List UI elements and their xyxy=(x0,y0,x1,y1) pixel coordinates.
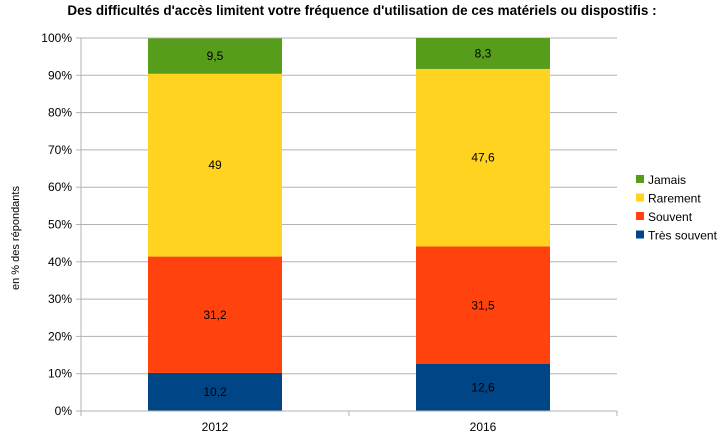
axes: 0% 10% 20% 30% 40% 50% 60% 70% 80% 90% 100% 2012 201… xyxy=(41,31,618,434)
legend-label: Très souvent xyxy=(648,229,718,243)
data-label: 8,3 xyxy=(475,46,492,60)
y-tick-label: 80% xyxy=(48,106,72,120)
bar-segment-souvent-2012 xyxy=(148,256,282,373)
bar-segment-tr-s-souvent-2016 xyxy=(416,364,550,411)
legend-label: Souvent xyxy=(648,210,693,224)
bar-segment-rarement-2016 xyxy=(416,68,550,247)
data-label: 9,5 xyxy=(207,49,224,63)
data-label: 31,2 xyxy=(203,308,227,322)
bar-segment-jamais-2012 xyxy=(148,38,282,74)
data-label: 12,6 xyxy=(471,381,495,395)
x-tick-label: 2012 xyxy=(202,420,229,434)
data-label: 10,2 xyxy=(203,385,227,399)
chart-title: Des difficultés d'accès limitent votre f… xyxy=(67,3,656,18)
legend: Jamais Rarement Souvent Très souvent xyxy=(636,173,718,243)
y-tick-label: 70% xyxy=(48,143,72,157)
bars: 10,2 31,2 49 9,5 12,6 31,5 47,6 8,3 xyxy=(148,38,550,411)
y-tick-label: 0% xyxy=(55,404,73,418)
legend-swatch xyxy=(636,175,644,183)
y-tick-label: 60% xyxy=(48,180,72,194)
y-tick-label: 30% xyxy=(48,292,72,306)
data-label: 31,5 xyxy=(471,298,495,312)
legend-label: Rarement xyxy=(648,192,701,206)
legend-swatch xyxy=(636,193,644,202)
y-tick-label: 50% xyxy=(48,218,72,232)
y-tick-label: 90% xyxy=(48,68,72,82)
y-tick-label: 10% xyxy=(48,367,72,381)
data-label: 49 xyxy=(208,158,222,172)
y-axis-label: en % des répondants xyxy=(10,186,22,290)
bar-segment-souvent-2016 xyxy=(416,246,550,365)
x-tick-label: 2016 xyxy=(470,420,497,434)
y-tick-label: 100% xyxy=(41,31,72,45)
legend-swatch xyxy=(636,230,644,239)
y-tick-label: 40% xyxy=(48,255,72,269)
data-label: 47,6 xyxy=(471,151,495,165)
legend-label: Jamais xyxy=(648,173,686,187)
legend-swatch xyxy=(636,212,644,220)
bar-segment-tr-s-souvent-2012 xyxy=(148,372,282,411)
bar-segment-rarement-2012 xyxy=(148,73,282,257)
bar-segment-jamais-2016 xyxy=(416,38,550,69)
y-tick-label: 20% xyxy=(48,329,72,343)
